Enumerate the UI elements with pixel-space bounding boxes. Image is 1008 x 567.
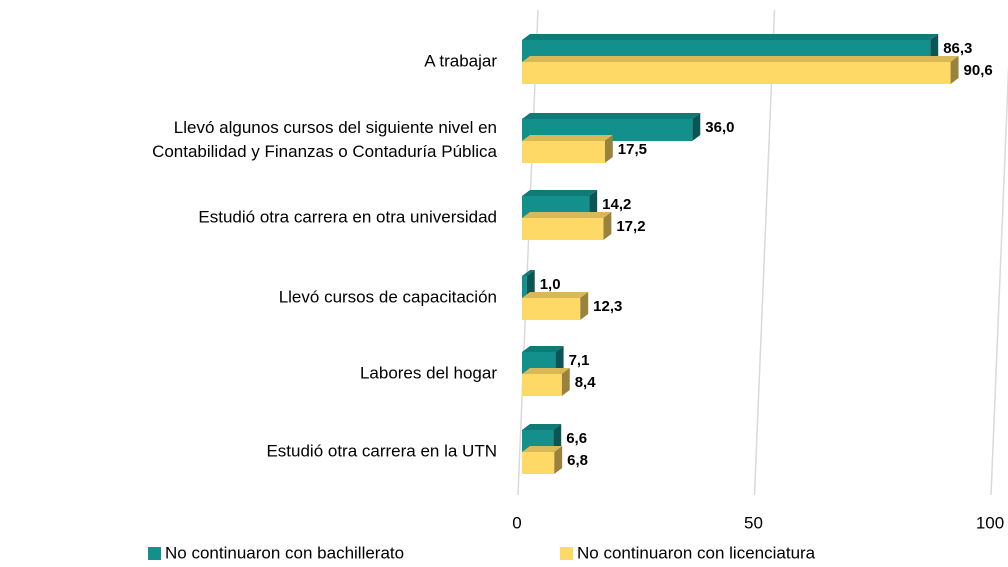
bar-side [604,135,613,163]
bar-front [522,276,527,298]
x-tick-label: 0 [512,513,521,532]
bar-side [561,368,570,396]
data-label: 6,6 [566,430,587,447]
bar-front [522,62,951,84]
bar [522,212,612,240]
bar-top [522,368,570,374]
data-label: 36,0 [705,119,734,136]
data-label: 12,3 [593,298,622,315]
bar-top [522,212,612,218]
category-label: Labores del hogar [360,363,497,382]
bar [522,292,589,320]
bar-top [522,346,564,352]
bar-side [930,34,939,62]
bar-side [553,424,562,452]
bar-front [522,141,605,163]
data-label: 14,2 [602,196,631,213]
bar-front [522,374,562,396]
bar-side [555,346,564,374]
bar-top [522,446,563,452]
bar-top [522,270,535,276]
legend-label: No continuaron con bachillerato [165,543,404,562]
bar-side [950,56,959,84]
x-tick-label: 100 [976,513,1004,532]
bar [522,56,959,84]
data-label: 7,1 [569,352,590,369]
bar-front [522,218,604,240]
bar-top [522,113,701,119]
data-label: 86,3 [943,40,972,57]
legend-label: No continuaron con licenciatura [577,543,816,562]
bar-side [589,190,598,218]
category-label: Estudió otra carrera en otra universidad [198,207,497,226]
bar-top [522,135,613,141]
data-label: 8,4 [575,374,597,391]
category-label: Llevó algunos cursos del siguiente nivel… [152,118,497,161]
bar-front [522,298,581,320]
bar [522,135,613,163]
category-label: Estudió otra carrera en la UTN [266,441,497,460]
bar-top [522,190,598,196]
x-tick-label: 50 [744,513,763,532]
data-label: 17,5 [618,141,647,158]
bar-side [692,113,701,141]
data-label: 17,2 [616,218,645,235]
bar [522,368,570,396]
bar-side [580,292,589,320]
bar-top [522,56,959,62]
grid-line [990,64,1008,496]
bar-side [603,212,612,240]
bar-top [522,424,562,430]
grid-line [753,9,776,496]
bar [522,270,535,298]
bar-side [554,446,563,474]
data-label: 6,8 [567,452,588,469]
bar-side [526,270,535,298]
legend-swatch [560,547,573,560]
bar [522,446,563,474]
category-label: A trabajar [424,51,497,70]
bar-front [522,452,555,474]
data-label: 90,6 [964,62,993,79]
bar-top [522,34,939,40]
legend-swatch [148,547,161,560]
category-label: Llevó cursos de capacitación [279,287,497,306]
bar-top [522,292,589,298]
data-label: 1,0 [540,276,561,293]
grid-line [517,9,539,496]
